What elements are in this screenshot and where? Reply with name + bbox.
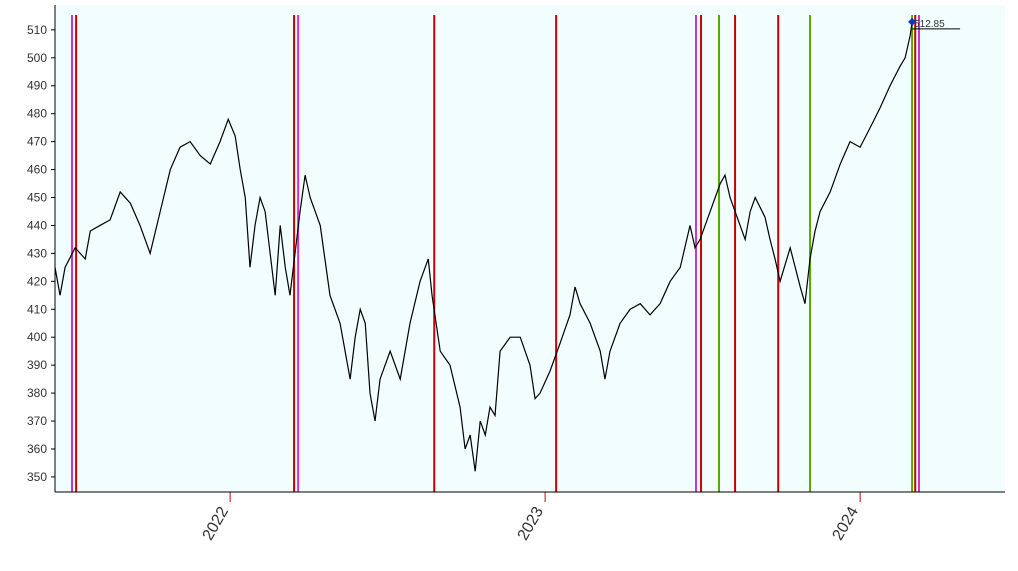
y-tick-label: 440: [27, 218, 47, 232]
y-tick-label: 480: [27, 107, 47, 121]
price-line: [54, 21, 913, 472]
x-tick-label: 2022: [200, 504, 233, 543]
y-tick-label: 430: [27, 246, 47, 260]
y-tick-label: 390: [27, 358, 47, 372]
y-tick-label: 350: [27, 470, 47, 484]
plot-background: [55, 5, 1005, 492]
y-tick-label: 450: [27, 191, 47, 205]
y-tick-label: 470: [27, 135, 47, 149]
last-value-label: 512.85: [914, 19, 945, 30]
x-tick-label: 2023: [515, 504, 548, 543]
y-tick-label: 500: [27, 51, 47, 65]
last-point-marker: [908, 17, 917, 26]
y-tick-label: 360: [27, 442, 47, 456]
y-tick-label: 400: [27, 330, 47, 344]
y-tick-label: 420: [27, 274, 47, 288]
y-tick-label: 380: [27, 386, 47, 400]
y-tick-label: 490: [27, 79, 47, 93]
y-tick-label: 460: [27, 163, 47, 177]
y-tick-label: 510: [27, 23, 47, 37]
x-tick-label: 2024: [830, 504, 863, 543]
y-tick-label: 370: [27, 414, 47, 428]
y-tick-label: 410: [27, 302, 47, 316]
